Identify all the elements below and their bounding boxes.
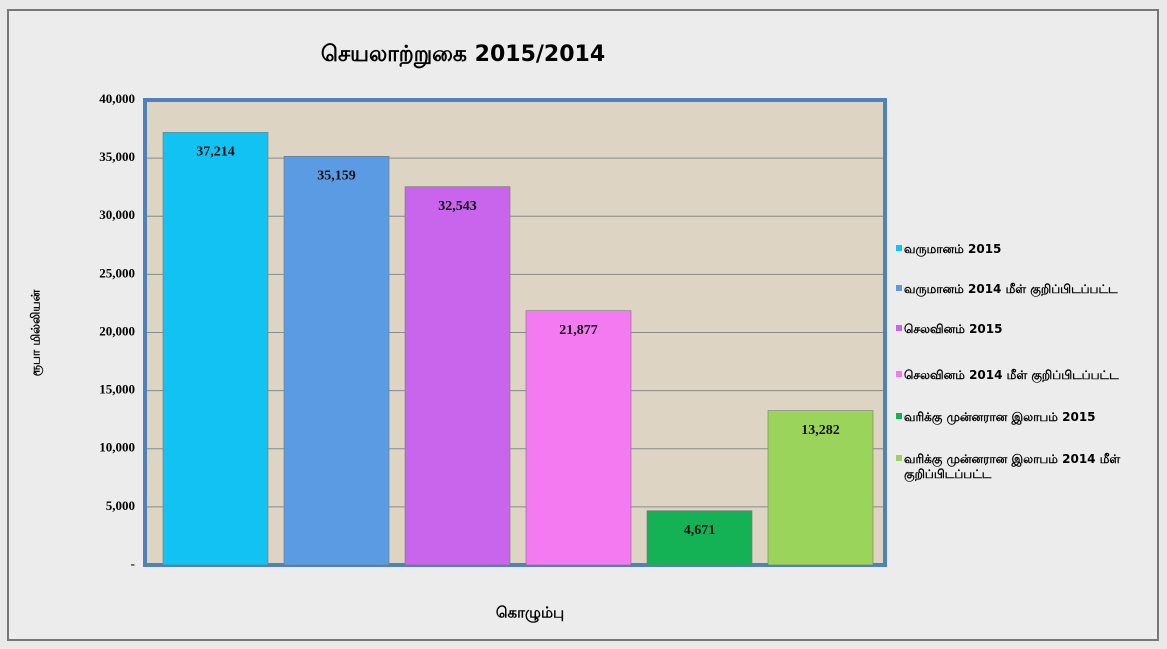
legend-entry: செலவினம் 2014 மீள் குறிப்பிடப்பட்ட (896, 368, 1167, 383)
legend-swatch (896, 413, 902, 419)
bar (767, 410, 874, 566)
legend-entry: வருமானம் 2014 மீள் குறிப்பிடப்பட்ட (896, 282, 1167, 297)
data-label: 37,214 (196, 145, 235, 160)
y-tick-label: - (131, 556, 135, 571)
y-tick-label: 40,000 (99, 91, 135, 106)
legend-label: வரிக்கு முன்னரான இலாபம் 2014 மீள் குறிப்… (904, 452, 1121, 481)
legend-entry: வரிக்கு முன்னரான இலாபம் 2015 (896, 410, 1167, 425)
legend-swatch (896, 245, 902, 251)
legend-entry: வருமானம் 2015 (896, 242, 1167, 257)
legend-swatch (896, 371, 902, 377)
y-tick-label: 10,000 (99, 440, 135, 455)
y-tick-label: 20,000 (99, 323, 135, 338)
bar (646, 510, 753, 566)
bar (525, 310, 632, 566)
legend-swatch (896, 455, 902, 461)
legend-label: வருமானம் 2015 (904, 242, 1002, 256)
y-tick-label: 30,000 (99, 207, 135, 222)
bar (404, 186, 511, 566)
plot-border (143, 98, 887, 567)
chart-title: செயலாற்றுகை 2015/2014 (321, 42, 605, 69)
data-label: 13,282 (801, 423, 840, 438)
x-axis-label: கொழும்பு (496, 604, 564, 623)
y-tick-label: 35,000 (99, 149, 135, 164)
data-label: 21,877 (559, 323, 598, 338)
legend-label: செலவினம் 2014 மீள் குறிப்பிடப்பட்ட (904, 368, 1119, 382)
legend-swatch (896, 285, 902, 291)
data-label: 35,159 (317, 168, 356, 183)
legend-swatch (896, 325, 902, 331)
legend-label: செலவினம் 2015 (904, 322, 1003, 336)
y-tick-label: 25,000 (99, 265, 135, 280)
bar (283, 155, 390, 566)
legend-label: வருமானம் 2014 மீள் குறிப்பிடப்பட்ட (904, 282, 1118, 296)
y-tick-label: 15,000 (99, 382, 135, 397)
data-label: 4,671 (684, 523, 716, 538)
data-label: 32,543 (438, 199, 477, 214)
legend-entry: வரிக்கு முன்னரான இலாபம் 2014 மீள் குறிப்… (896, 452, 1167, 482)
y-axis-label: ரூபா மில்லியன் (29, 289, 44, 376)
y-tick-label: 5,000 (106, 498, 135, 513)
bar (162, 132, 269, 566)
legend-label: வரிக்கு முன்னரான இலாபம் 2015 (904, 410, 1096, 424)
legend-entry: செலவினம் 2015 (896, 322, 1167, 337)
